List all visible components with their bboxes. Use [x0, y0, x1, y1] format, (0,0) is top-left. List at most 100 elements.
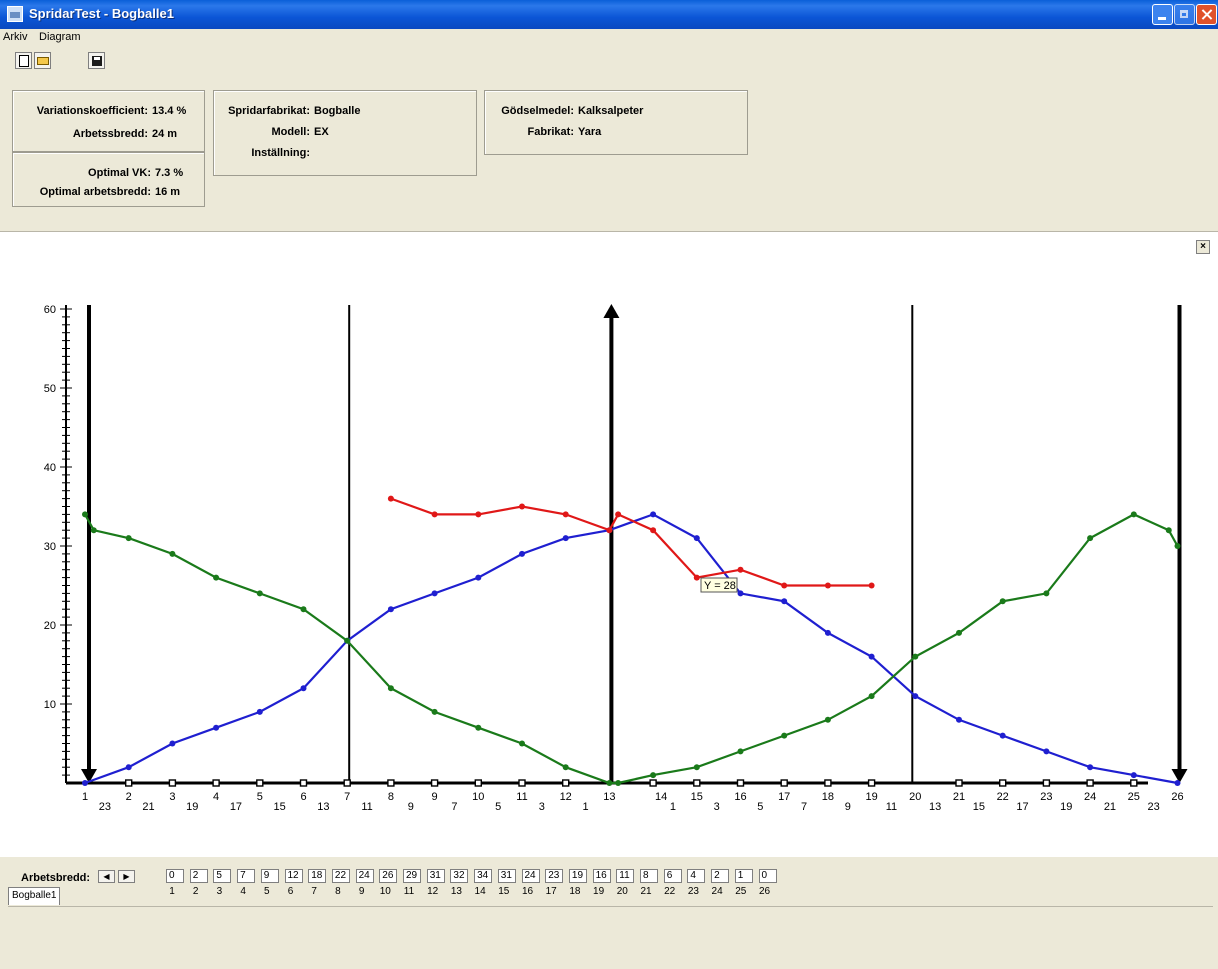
arbetsbredd-value-19[interactable]: 16 [592, 869, 611, 883]
data-point-blue [1130, 772, 1137, 779]
arbetsbredd-value-26[interactable]: 0 [758, 869, 777, 883]
chart-close-button[interactable]: × [1196, 240, 1210, 254]
down-arrow-icon [81, 769, 97, 783]
title-bar: SpridarTest - Bogballe1 [0, 0, 1218, 29]
save-button[interactable] [88, 52, 105, 69]
axis-marker [430, 779, 439, 787]
x-label-top: 21 [953, 791, 965, 803]
x-label-top: 25 [1128, 791, 1140, 803]
data-point-green [82, 511, 88, 518]
axis-marker [518, 779, 526, 787]
arbetsbredd-index-12: 12 [427, 886, 439, 897]
open-file-button[interactable] [34, 52, 51, 69]
optimal-arbetsbredd-label: Optimal arbetsbredd: [39, 186, 151, 198]
arbetsbredd-strip-label: Arbetsbredd: [21, 872, 91, 884]
data-point-red [519, 503, 525, 510]
arbetsbredd-value-22[interactable]: 6 [663, 869, 682, 883]
data-point-blue [475, 574, 482, 581]
arbetsbredd-value-6[interactable]: 12 [284, 869, 303, 883]
data-point-green [615, 780, 622, 786]
axis-marker [387, 779, 395, 787]
data-point-blue [956, 716, 962, 723]
data-point-blue [519, 550, 525, 557]
x-label-bottom: 23 [99, 801, 111, 813]
x-label-top: 5 [257, 791, 263, 803]
arbetsbredd-value-5[interactable]: 9 [260, 869, 279, 883]
modell-label: Modell: [271, 126, 311, 138]
scroll-left-button[interactable]: ◀ [98, 870, 115, 883]
data-point-blue [1174, 780, 1181, 786]
arbetsbredd-index-21: 21 [640, 886, 652, 897]
arbetsbredd-value-4[interactable]: 7 [237, 869, 256, 883]
data-point-green [956, 629, 962, 636]
y-tick-label: 20 [44, 620, 56, 632]
x-label-bottom: 9 [845, 801, 851, 813]
maximize-button[interactable] [1174, 4, 1195, 25]
x-label-bottom: 15 [973, 801, 985, 813]
x-label-bottom: 17 [1016, 801, 1028, 813]
axis-marker [824, 779, 832, 787]
godsel-fabrikat-label: Fabrikat: [527, 126, 574, 138]
arbetsbredd-value-14[interactable]: 34 [474, 869, 493, 883]
arbetsbredd-value-21[interactable]: 8 [640, 869, 658, 883]
tab-bogballe1[interactable]: Bogballe1 [8, 887, 61, 905]
arbetsbredd-value-24[interactable]: 2 [711, 869, 730, 883]
optimal-arbetsbredd-value: 16 m [155, 186, 181, 198]
axis-marker [1042, 779, 1051, 787]
x-label-top: 2 [126, 791, 132, 803]
axis-marker [736, 779, 745, 787]
x-label-top: 4 [213, 791, 219, 803]
minimize-button[interactable] [1152, 4, 1173, 25]
arbetsbredd-value-25[interactable]: 1 [734, 869, 753, 883]
arbetsbredd-index-13: 13 [450, 886, 462, 897]
data-point-green [169, 550, 176, 557]
data-point-green [562, 764, 569, 771]
arbetsbredd-index-10: 10 [379, 886, 391, 897]
arbetsbredd-index-9: 9 [358, 886, 365, 897]
axis-marker [168, 779, 177, 787]
data-point-green [693, 764, 700, 771]
menu-diagram[interactable]: Diagram [39, 31, 81, 43]
new-file-button[interactable] [15, 52, 32, 69]
menu-arkiv[interactable]: Arkiv [3, 31, 28, 43]
x-label-bottom: 19 [1060, 801, 1072, 813]
data-point-green [256, 590, 263, 597]
close-button[interactable] [1196, 4, 1217, 25]
axis-marker [649, 779, 657, 787]
arbetsbredd-value-16[interactable]: 24 [521, 869, 540, 883]
arbetsbredd-value-3[interactable]: 5 [213, 869, 232, 883]
arbetsbredd-value-18[interactable]: 19 [568, 869, 587, 883]
y-tick-label: 40 [44, 462, 56, 474]
arbetsbredd-value-10[interactable]: 26 [379, 869, 398, 883]
chart-tooltip: Y = 28 [700, 577, 738, 593]
arbetsbredd-index-1: 1 [169, 886, 175, 897]
data-point-blue [912, 693, 919, 700]
x-label-bottom: 7 [801, 801, 807, 813]
optimal-vk-value: 7.3 % [155, 167, 184, 179]
arbetsbredd-value-13[interactable]: 32 [450, 869, 469, 883]
arbetsbredd-index-26: 26 [758, 886, 771, 897]
scroll-right-button[interactable]: ▶ [118, 870, 135, 883]
chart-vertical-lines [81, 304, 1188, 783]
arbetsbredd-value-20[interactable]: 11 [616, 869, 635, 883]
arbetsbredd-index-23: 23 [687, 886, 699, 897]
arbetsbredd-value-23[interactable]: 4 [687, 869, 706, 883]
x-label-top: 10 [472, 791, 484, 803]
arbetsbredd-value-17[interactable]: 23 [545, 869, 564, 883]
data-point-green [1087, 535, 1094, 542]
arbetsbredd-index-22: 22 [664, 886, 676, 897]
arbetsbredd-value-15[interactable]: 31 [497, 869, 516, 883]
arbetsbredd-value-1[interactable]: 0 [166, 869, 184, 883]
arbetsbredd-value-7[interactable]: 18 [308, 869, 327, 883]
arbetsbredd-value-11[interactable]: 29 [403, 869, 421, 883]
chart-x-labels: 1 2 3 4 5 6 7 8 9 10 11 12 13 14 15 16 17 18 19 20 21 22 23 24 2… [82, 779, 1184, 813]
arbetsbredd-value-9[interactable]: 24 [355, 869, 374, 883]
arbetsbredd-value-12[interactable]: 31 [426, 869, 445, 883]
arbetsbredd-value-2[interactable]: 2 [189, 869, 208, 883]
data-point-blue [737, 590, 744, 597]
data-point-green [431, 708, 438, 715]
arbetsbredd-value-8[interactable]: 22 [331, 869, 350, 883]
x-label-bottom: 1 [670, 801, 676, 813]
series-line-red [390, 497, 872, 587]
